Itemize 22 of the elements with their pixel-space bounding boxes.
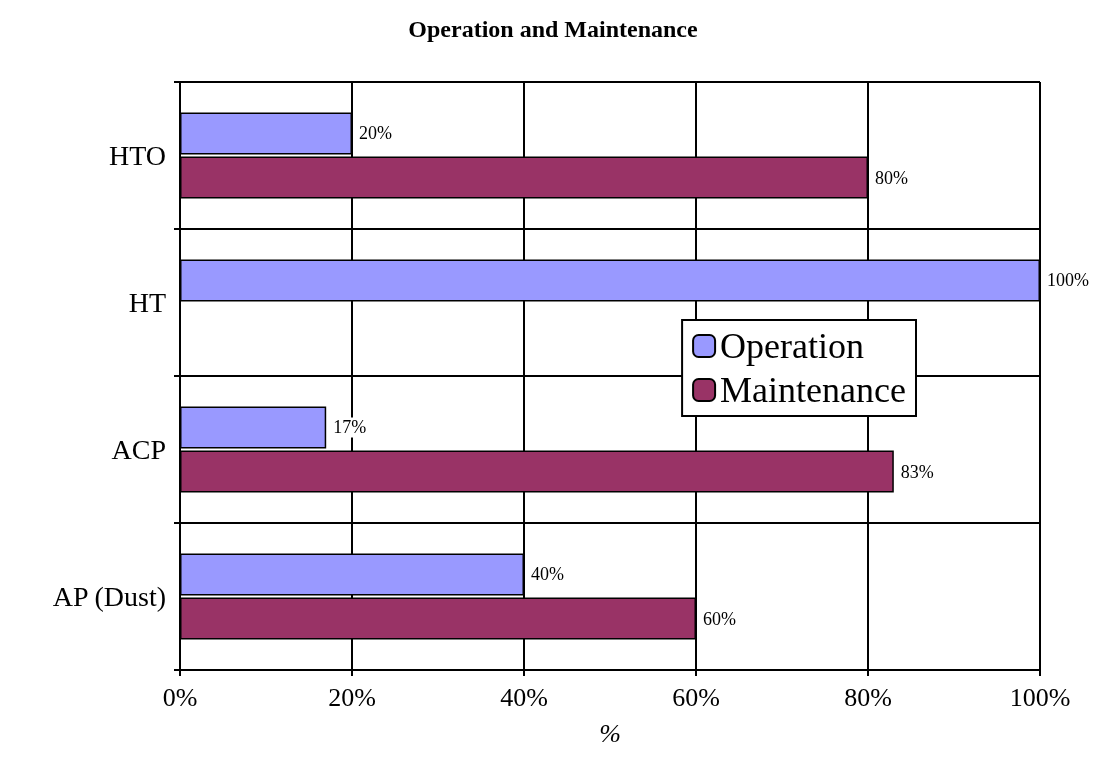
data-label: 60% bbox=[703, 608, 736, 629]
data-label: 20% bbox=[359, 123, 392, 144]
x-tick-label: 40% bbox=[500, 682, 548, 712]
legend-label: Operation bbox=[720, 326, 865, 366]
bar bbox=[180, 406, 327, 449]
x-tick-label: 100% bbox=[1009, 682, 1071, 712]
y-tick-label: HT bbox=[128, 287, 166, 318]
x-tick-label: 20% bbox=[328, 682, 376, 712]
x-tick-label: 0% bbox=[162, 682, 198, 712]
data-label: 40% bbox=[531, 564, 564, 585]
data-label: 83% bbox=[900, 461, 934, 482]
data-label: 100% bbox=[1047, 270, 1089, 291]
x-tick-label: 80% bbox=[844, 682, 892, 712]
x-axis-title: % bbox=[599, 718, 621, 748]
data-label: 80% bbox=[875, 167, 908, 188]
chart-title: Operation and Maintenance bbox=[408, 16, 699, 42]
y-tick-label: ACP bbox=[111, 434, 166, 465]
x-tick-label: 60% bbox=[672, 682, 720, 712]
y-tick-label: HTO bbox=[108, 140, 166, 171]
data-label: 17% bbox=[333, 417, 367, 438]
legend-label: Maintenance bbox=[720, 370, 906, 410]
y-tick-label: AP (Dust) bbox=[52, 581, 166, 612]
